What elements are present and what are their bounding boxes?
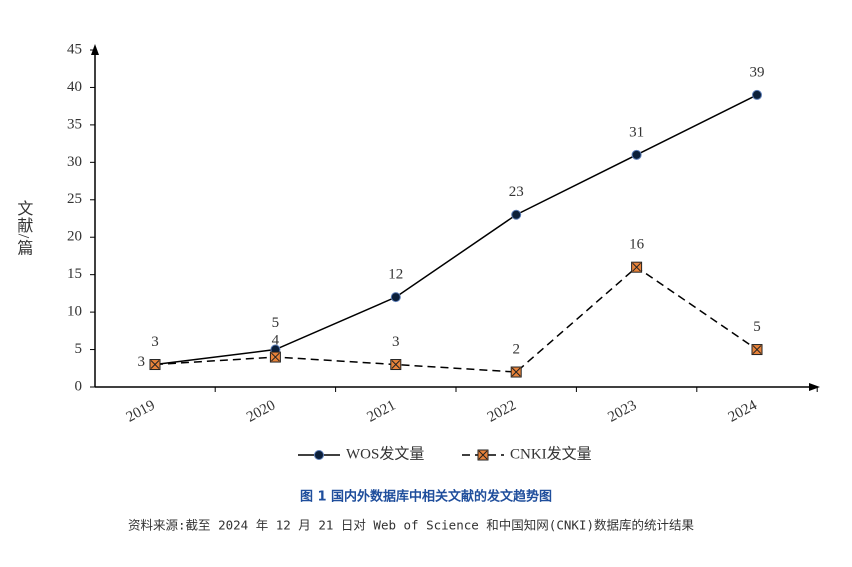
y-tick-label: 30 [67, 154, 82, 170]
data-point [149, 359, 161, 371]
data-point [314, 450, 324, 460]
y-tick-label: 5 [75, 341, 83, 357]
marker-cross [391, 360, 401, 369]
data-label: 23 [509, 184, 524, 200]
data-label: 12 [388, 267, 403, 283]
data-point [269, 351, 281, 363]
data-label: 5 [753, 319, 761, 335]
marker-cross [752, 345, 762, 354]
data-label: 4 [272, 332, 280, 348]
data-label: 5 [272, 315, 280, 331]
data-point [477, 449, 489, 461]
y-tick-label: 0 [75, 378, 83, 394]
y-tick-label: 10 [67, 304, 82, 320]
data-label: 3 [392, 334, 400, 350]
y-axis-label: 文献/篇 [14, 200, 33, 256]
data-point [752, 89, 762, 100]
data-label: 31 [629, 124, 644, 140]
marker-cross [478, 450, 488, 460]
source-note: 资料来源:截至 2024 年 12 月 21 日对 Web of Science… [128, 518, 694, 533]
data-label: 3 [138, 354, 146, 370]
legend-label: WOS发文量 [346, 445, 424, 462]
x-axis-arrow [809, 383, 820, 391]
y-tick-label: 35 [67, 116, 82, 132]
data-point [631, 261, 643, 273]
y-tick-label: 45 [67, 41, 82, 57]
data-point [510, 366, 522, 378]
data-point [390, 359, 402, 371]
data-label: 16 [629, 237, 645, 253]
marker-cross [511, 367, 521, 377]
data-point [511, 209, 522, 220]
marker-cross [150, 360, 160, 369]
y-tick-label: 20 [67, 229, 82, 245]
marker-cross [271, 352, 280, 362]
y-tick-label: 40 [67, 79, 82, 95]
series-line [154, 94, 758, 366]
marker-cross [632, 262, 641, 272]
data-label: 39 [750, 64, 765, 80]
data-label: 3 [151, 334, 159, 350]
data-point [390, 292, 401, 303]
y-tick-label: 15 [67, 266, 82, 282]
legend-label: CNKI发文量 [510, 445, 592, 462]
data-point [751, 344, 763, 356]
y-tick-label: 25 [67, 191, 82, 207]
data-label: 2 [512, 341, 520, 357]
caption: 图 1 国内外数据库中相关文献的发文趋势图 [300, 489, 552, 505]
series-line [154, 266, 758, 373]
data-point [631, 149, 642, 160]
